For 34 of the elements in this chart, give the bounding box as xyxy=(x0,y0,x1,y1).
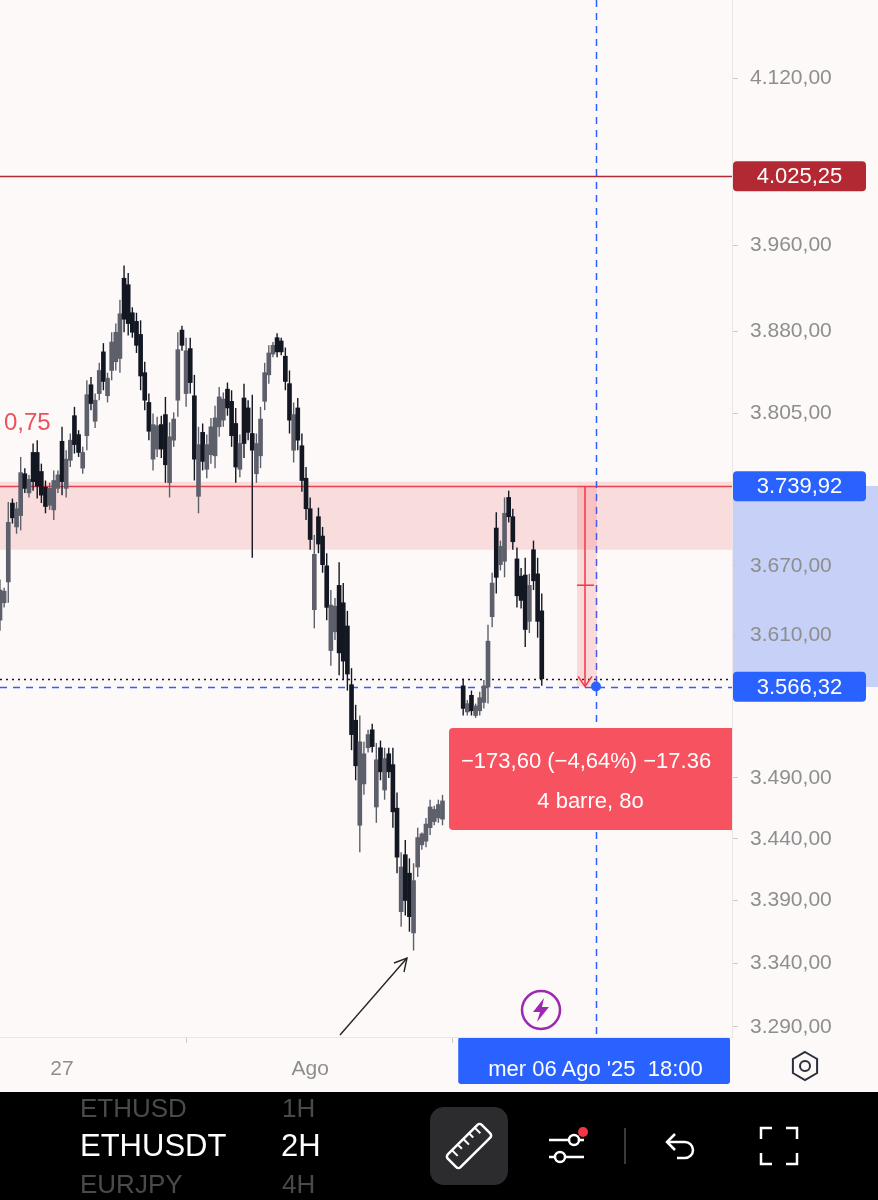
text: 2H xyxy=(281,1128,321,1164)
y-tick-label: 3.440,00 xyxy=(750,825,832,849)
candlestick xyxy=(220,391,226,428)
candlestick xyxy=(440,794,445,826)
text: 1H xyxy=(282,1093,316,1123)
y-tick-label: 3.670,00 xyxy=(750,552,832,576)
y-tick-label: 3.610,00 xyxy=(750,622,832,646)
candlestick xyxy=(22,467,28,494)
y-tick-label: 3.880,00 xyxy=(750,317,832,341)
y-tick-label: 3.490,00 xyxy=(750,764,832,788)
y-tick-label: 3.805,00 xyxy=(750,400,832,424)
text: ETHUSD xyxy=(80,1093,187,1123)
x-tick-label: mer 06 Ago '25 18:00 xyxy=(488,1056,703,1082)
y-tick-label: 3.340,00 xyxy=(750,949,832,973)
text: 3.739,92 xyxy=(756,473,843,499)
candlestick xyxy=(10,497,15,525)
ref-line-label: 4.025,25 xyxy=(756,163,843,189)
y-tick-label: 3.390,00 xyxy=(750,887,832,911)
text: ETHUSDT xyxy=(80,1128,227,1164)
y-tick-label: 4.120,00 xyxy=(750,64,832,88)
candlestick xyxy=(469,689,474,717)
annotation: 4 barre, 8o xyxy=(536,787,645,814)
text: 4H xyxy=(282,1169,316,1199)
y-tick-label: 3.960,00 xyxy=(750,231,832,255)
text: EURJPY xyxy=(80,1169,183,1199)
x-tick-label: Ago xyxy=(291,1056,329,1080)
info-box: −173,60 (−4,64%) −17.36 4 barre, 8o xyxy=(449,727,732,830)
ref-line-label: 3.566,32 xyxy=(756,673,843,699)
candlestick xyxy=(80,446,86,475)
candlestick xyxy=(96,362,102,401)
y-tick-label: 3.290,00 xyxy=(750,1013,832,1037)
x-tick-label: 27 xyxy=(50,1056,74,1080)
annotation: −173,60 (−4,64%) −17.36 xyxy=(461,747,712,774)
annotation: 0,75 xyxy=(4,407,51,435)
